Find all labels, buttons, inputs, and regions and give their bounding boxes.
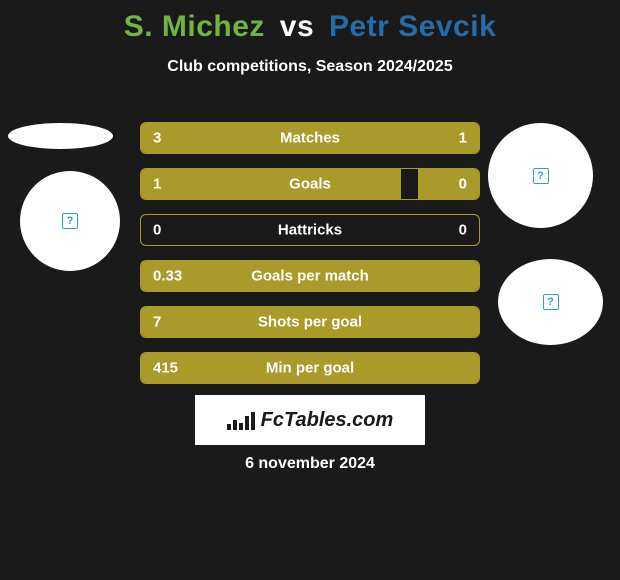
bar-right	[418, 169, 479, 199]
stat-label: Goals	[289, 176, 331, 193]
stat-value-right: 0	[459, 222, 467, 239]
stat-value-left: 415	[153, 360, 178, 377]
avatar-ellipse	[8, 123, 113, 149]
avatar-top-right: ?	[488, 123, 593, 228]
bar-left	[141, 123, 395, 153]
stat-row: 3 1 Matches	[140, 122, 480, 154]
stat-label: Matches	[280, 130, 340, 147]
stat-value-right: 1	[459, 130, 467, 147]
placeholder-icon: ?	[62, 213, 78, 229]
comparison-title: S. Michez vs Petr Sevcik	[0, 0, 620, 44]
stat-row: 1 0 Goals	[140, 168, 480, 200]
stat-row: 0 0 Hattricks	[140, 214, 480, 246]
brand-text: FcTables.com	[261, 409, 394, 432]
date-label: 6 november 2024	[0, 455, 620, 473]
stat-label: Goals per match	[251, 268, 369, 285]
stat-row: 0.33 Goals per match	[140, 260, 480, 292]
player1-name: S. Michez	[124, 10, 265, 43]
avatar-bottom-right: ?	[498, 259, 603, 345]
vs-text: vs	[280, 10, 314, 43]
placeholder-icon: ?	[533, 168, 549, 184]
brand-bars-icon	[227, 410, 255, 430]
stat-label: Min per goal	[266, 360, 354, 377]
stat-value-left: 0	[153, 222, 161, 239]
stat-value-left: 7	[153, 314, 161, 331]
stat-row: 7 Shots per goal	[140, 306, 480, 338]
comparison-chart: 3 1 Matches 1 0 Goals 0 0 Hattricks 0.33 Goals pe…	[140, 122, 480, 398]
subtitle: Club competitions, Season 2024/2025	[0, 58, 620, 76]
stat-value-right: 0	[459, 176, 467, 193]
brand-box: FcTables.com	[195, 395, 425, 445]
stat-value-left: 0.33	[153, 268, 182, 285]
stat-value-left: 1	[153, 176, 161, 193]
bar-left	[141, 169, 401, 199]
placeholder-icon: ?	[543, 294, 559, 310]
avatar-left: ?	[20, 171, 120, 271]
stat-value-left: 3	[153, 130, 161, 147]
player2-name: Petr Sevcik	[329, 10, 496, 43]
stat-label: Hattricks	[278, 222, 342, 239]
stat-row: 415 Min per goal	[140, 352, 480, 384]
stat-label: Shots per goal	[258, 314, 362, 331]
